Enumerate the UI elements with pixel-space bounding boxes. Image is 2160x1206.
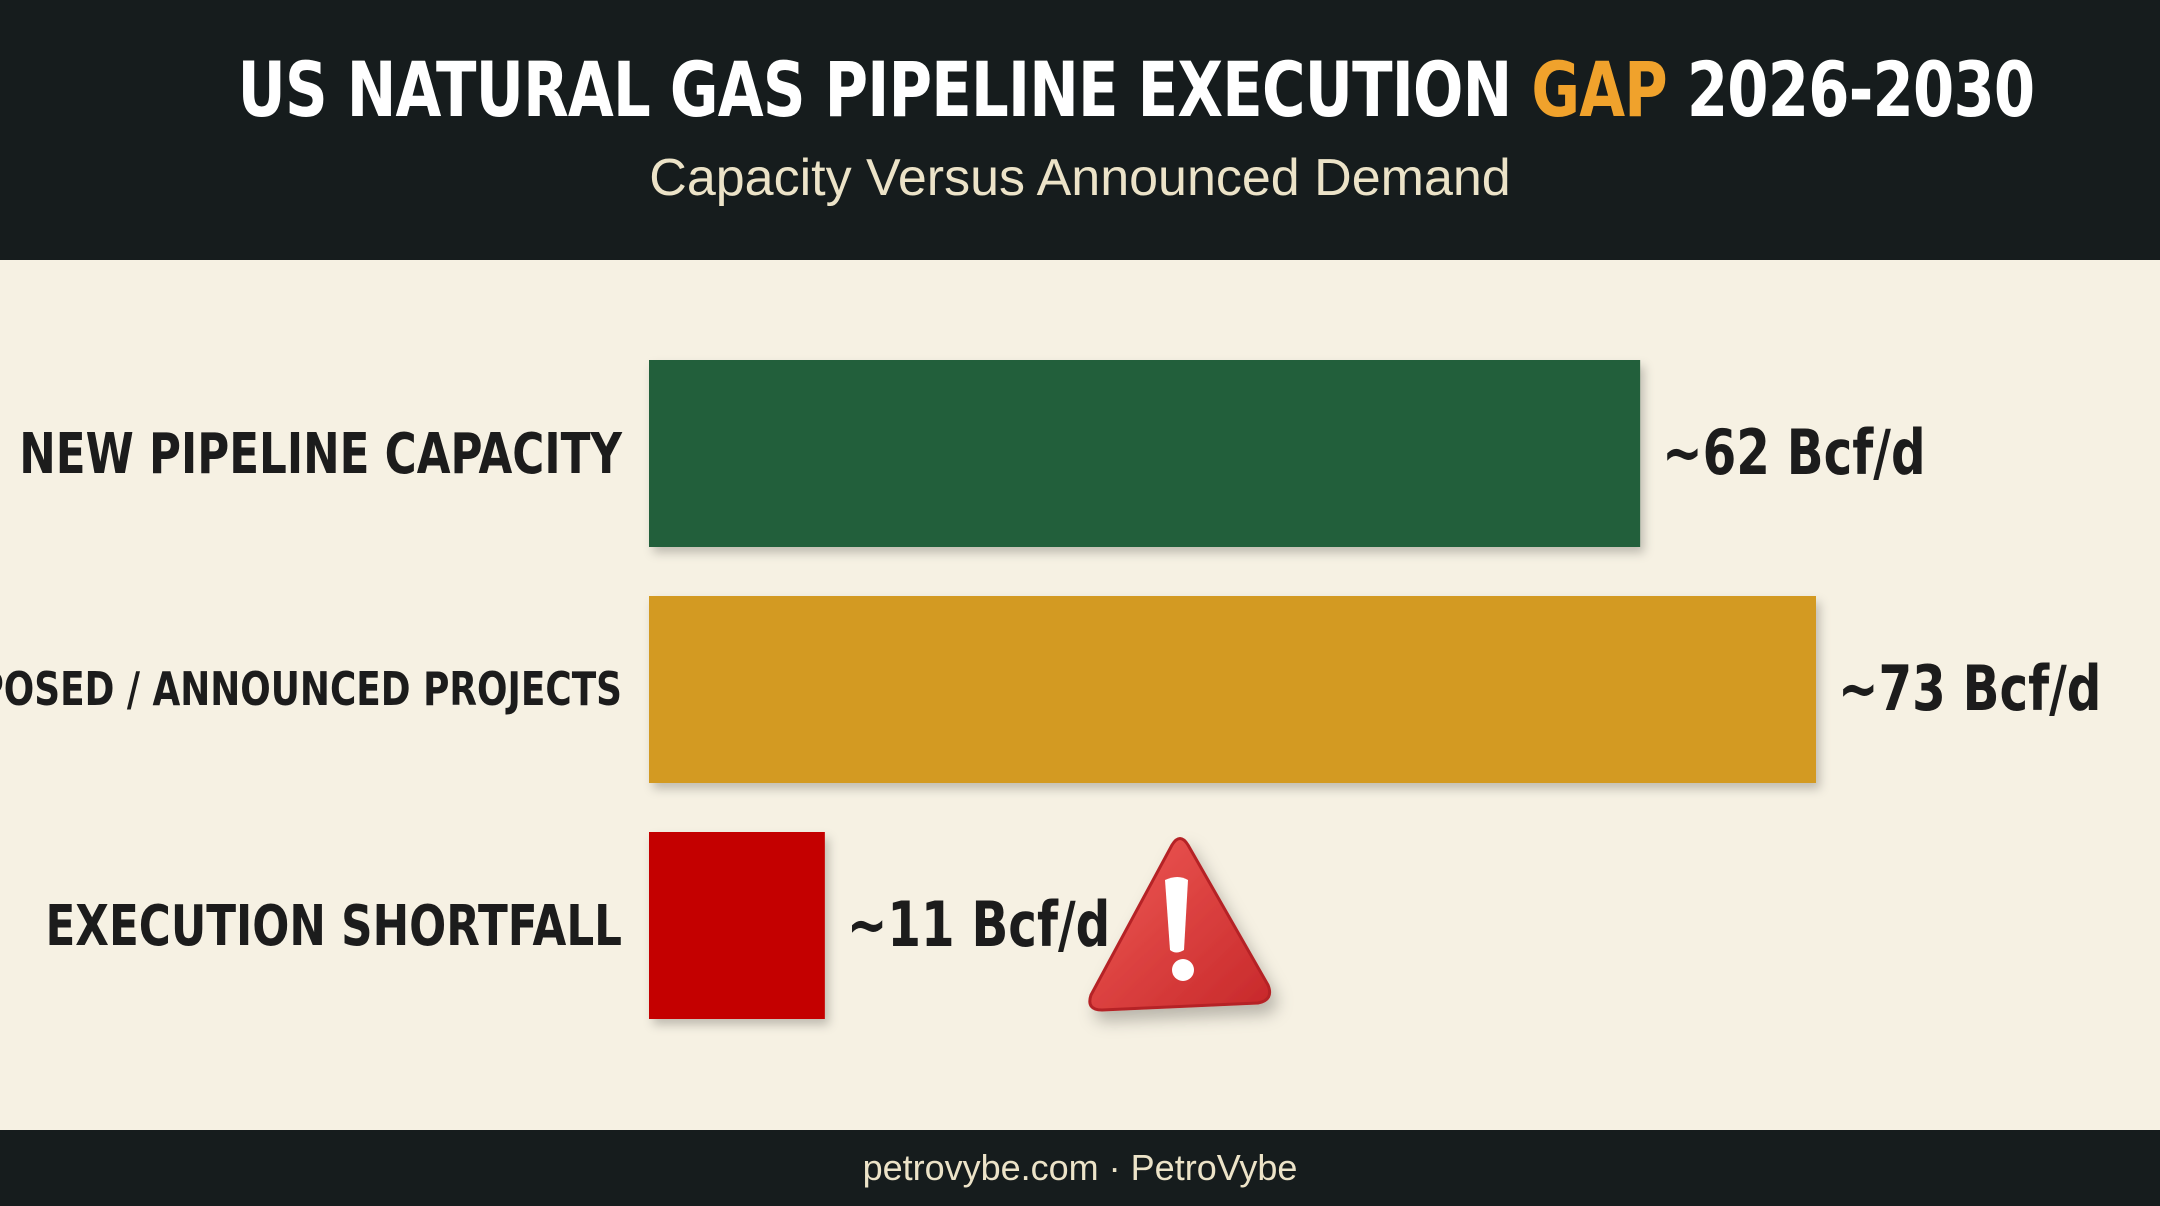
footer-credit: petrovybe.com · PetroVybe	[0, 1146, 2160, 1190]
title-highlight: GAP	[1531, 45, 1667, 134]
warning-triangle-icon	[1088, 837, 1272, 1012]
chart-subtitle: Capacity Versus Announced Demand	[649, 149, 1511, 207]
category-label-new-pipeline-capacity: NEW PIPELINE CAPACITY	[19, 421, 622, 487]
bar-new-pipeline-capacity	[649, 360, 1641, 547]
bar-execution-shortfall	[649, 832, 825, 1019]
category-label-proposed-announced-projects: PROPOSED / ANNOUNCED PROJECTS	[0, 663, 622, 717]
value-label-proposed-announced-projects: ~73 Bcf/d	[1838, 653, 2101, 725]
value-label-new-pipeline-capacity: ~62 Bcf/d	[1662, 417, 1925, 489]
footer-separator: ·	[1108, 1147, 1121, 1188]
title-prefix: US NATURAL GAS PIPELINE EXECUTION	[237, 45, 1532, 134]
bar-proposed-announced-projects	[649, 596, 1816, 783]
footer-bar	[0, 1130, 2160, 1206]
title-suffix: 2026-2030	[1666, 45, 2035, 134]
value-label-execution-shortfall: ~11 Bcf/d	[847, 889, 1110, 961]
header-bar	[0, 0, 2160, 260]
category-label-execution-shortfall: EXECUTION SHORTFALL	[45, 893, 622, 959]
chart-title: US NATURAL GAS PIPELINE EXECUTION GAP 20…	[237, 42, 2036, 138]
footer-site-link[interactable]: petrovybe.com	[862, 1147, 1099, 1188]
footer-brand: PetroVybe	[1130, 1147, 1298, 1188]
